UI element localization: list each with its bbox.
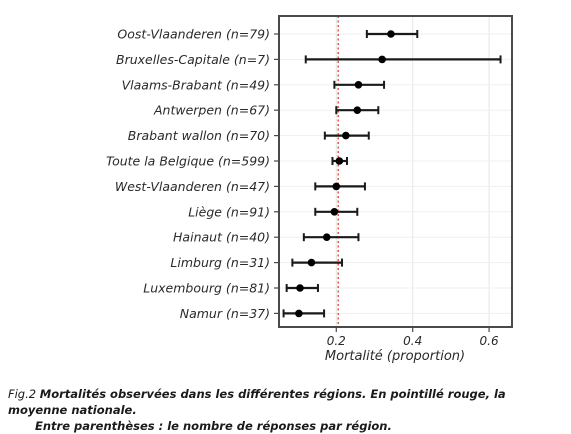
data-point	[335, 157, 344, 165]
data-point	[322, 233, 331, 241]
caption-line-2: Entre parenthèses : le nombre de réponse…	[35, 419, 392, 433]
plot-panel-background	[279, 16, 512, 327]
plot-panel-border	[278, 15, 513, 328]
x-axis: 0.2 0.4 0.6	[274, 33, 499, 348]
data-point	[295, 309, 303, 318]
region-label: Hainaut (n=40)	[173, 230, 270, 245]
region-label: Oost-Vlaanderen (n=79)	[117, 27, 270, 42]
region-label: Luxembourg (n=81)	[143, 281, 270, 296]
data-point	[387, 30, 395, 38]
data-point	[342, 131, 350, 140]
region-label: Bruxelles-Capitale (n=7)	[116, 52, 270, 67]
x-tick-label: 0.4	[403, 334, 422, 348]
data-point	[296, 284, 304, 292]
region-label: Limburg (n=31)	[170, 255, 270, 270]
dot-whisker-chart: Oost-Vlaanderen (n=79) Bruxelles-Capitale…	[106, 15, 513, 364]
x-tick-label: 0.2	[327, 334, 346, 348]
x-axis-label: Mortalité (proportion)	[325, 349, 465, 364]
data-point	[354, 81, 363, 89]
region-label: Vlaams-Brabant (n=49)	[122, 77, 270, 92]
figure-caption: Fig.2 Mortalités observées dans les diff…	[8, 386, 564, 434]
region-label: Toute la Belgique (n=599)	[106, 154, 270, 169]
region-label: Brabant wallon (n=70)	[128, 128, 270, 143]
x-tick-label: 0.6	[480, 334, 499, 348]
data-point	[307, 258, 316, 267]
region-labels: Oost-Vlaanderen (n=79) Bruxelles-Capitale…	[106, 27, 270, 321]
caption-line-1: Mortalités observées dans les différente…	[8, 387, 506, 417]
region-label: Namur (n=37)	[180, 306, 270, 321]
region-label: Antwerpen (n=67)	[153, 103, 270, 118]
data-point	[353, 106, 362, 114]
caption-prefix: Fig.2	[8, 387, 37, 401]
region-label: West-Vlaanderen (n=47)	[115, 179, 270, 194]
data-layer	[282, 30, 502, 318]
data-point	[330, 208, 339, 216]
region-label: Liège (n=91)	[188, 204, 270, 219]
data-point	[332, 182, 341, 191]
data-point	[378, 55, 386, 64]
